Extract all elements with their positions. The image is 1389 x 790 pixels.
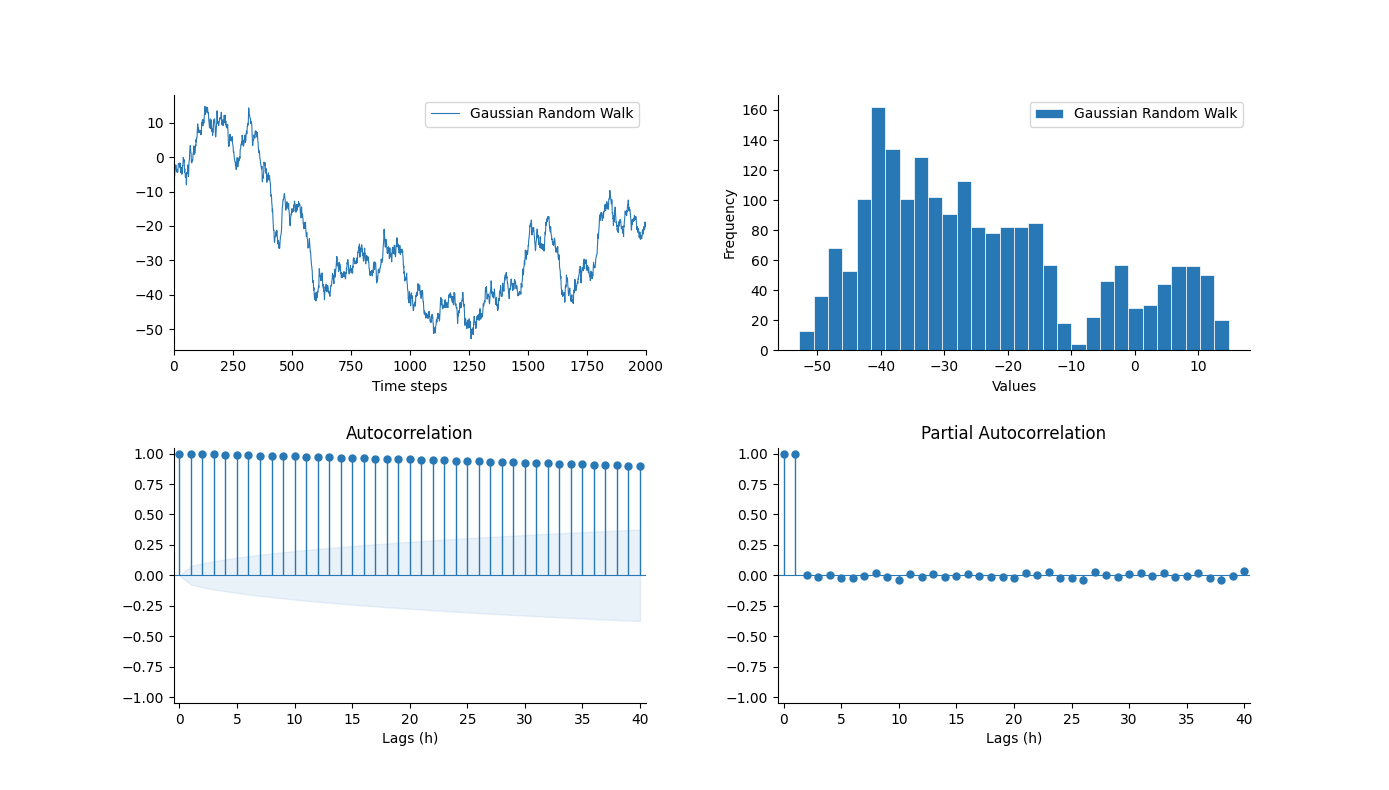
Line: Gaussian Random Walk: Gaussian Random Walk <box>174 107 646 339</box>
Bar <box>842 271 857 351</box>
Gaussian Random Walk <box>382 249 399 258</box>
Bar <box>1086 318 1100 351</box>
Bar <box>828 248 842 351</box>
Bar <box>1114 265 1128 351</box>
Gaussian Random Walk <box>638 220 654 230</box>
Legend: Gaussian Random Walk: Gaussian Random Walk <box>1029 102 1243 127</box>
Bar <box>1200 275 1214 351</box>
Bar <box>1000 228 1014 351</box>
Gaussian Random Walk <box>165 159 182 168</box>
Bar <box>971 228 985 351</box>
Bar <box>1057 323 1071 351</box>
Gaussian Random Walk <box>197 102 214 111</box>
X-axis label: Values: Values <box>992 380 1036 393</box>
Title: Partial Autocorrelation: Partial Autocorrelation <box>921 425 1107 443</box>
Bar <box>1128 308 1143 351</box>
Bar <box>943 213 957 351</box>
Gaussian Random Walk <box>394 260 411 269</box>
Bar <box>1100 281 1114 351</box>
Bar <box>1043 265 1057 351</box>
X-axis label: Lags (h): Lags (h) <box>382 732 438 747</box>
Bar <box>957 181 971 351</box>
Gaussian Random Walk <box>463 334 479 344</box>
Title: Autocorrelation: Autocorrelation <box>346 425 474 443</box>
Bar <box>985 233 1000 351</box>
X-axis label: Lags (h): Lags (h) <box>986 732 1042 747</box>
Bar <box>1157 284 1171 351</box>
Y-axis label: Frequency: Frequency <box>722 186 736 258</box>
Gaussian Random Walk <box>538 223 554 232</box>
Bar <box>914 156 928 351</box>
Bar <box>871 107 885 351</box>
Bar <box>814 296 828 351</box>
Bar <box>1186 266 1200 351</box>
Bar <box>1171 266 1186 351</box>
Gaussian Random Walk <box>624 215 640 224</box>
Bar <box>1214 320 1229 351</box>
Bar <box>900 198 914 351</box>
X-axis label: Time steps: Time steps <box>372 380 447 393</box>
Bar <box>1143 305 1157 351</box>
Bar <box>885 149 900 351</box>
Gaussian Random Walk <box>189 119 206 129</box>
Bar <box>1028 223 1043 351</box>
Legend: Gaussian Random Walk: Gaussian Random Walk <box>425 102 639 127</box>
Bar <box>857 198 871 351</box>
Bar <box>1014 228 1028 351</box>
Bar <box>1071 344 1086 351</box>
Bar <box>928 198 943 351</box>
Bar <box>800 331 814 351</box>
Gaussian Random Walk <box>624 220 640 229</box>
